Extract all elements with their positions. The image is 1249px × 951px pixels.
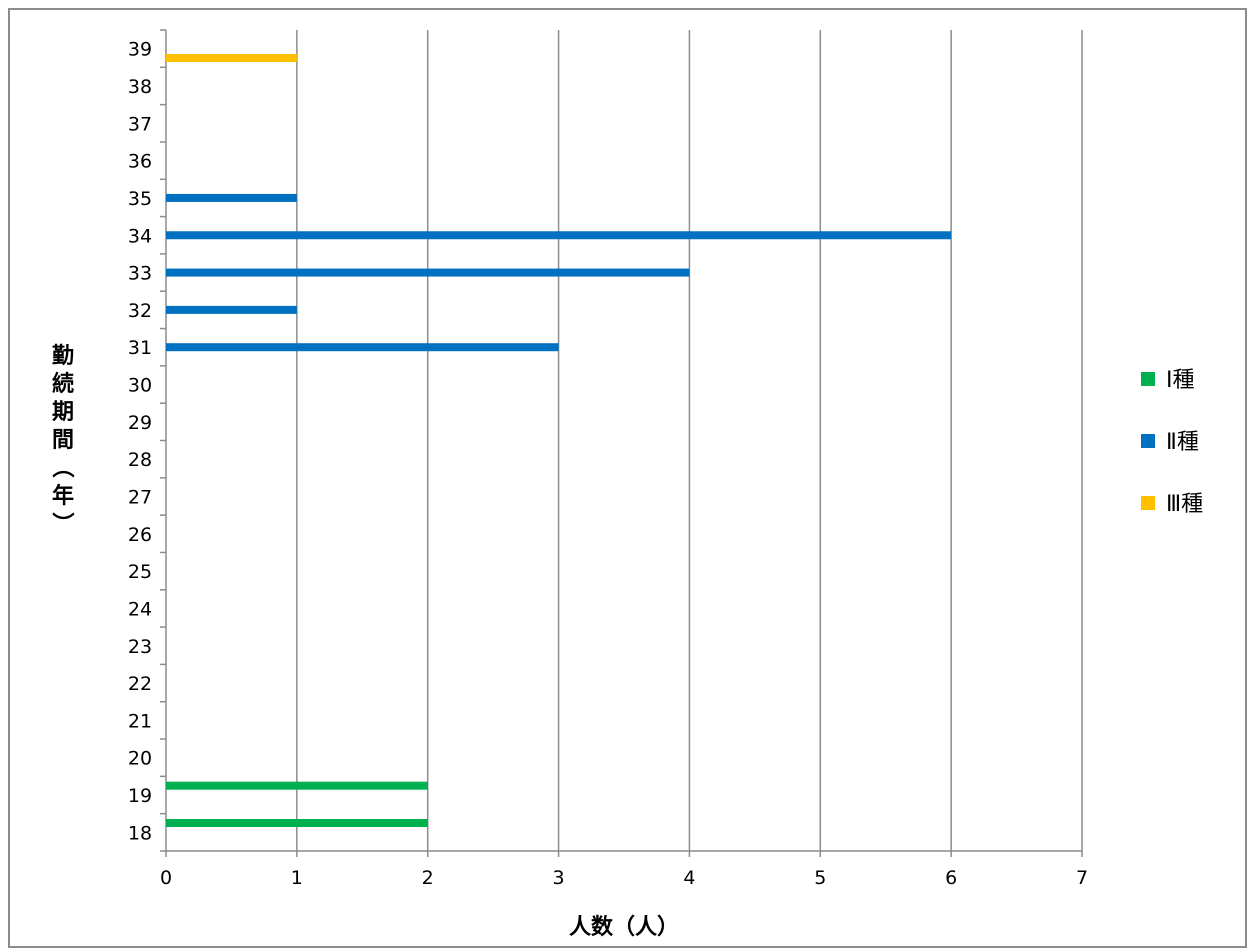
legend-label: Ⅱ種: [1166, 430, 1199, 455]
y-tick-label: 35: [128, 188, 152, 210]
y-tick-label: 34: [128, 225, 152, 247]
y-tick-label: 30: [128, 375, 152, 397]
y-axis-title-char: 期: [52, 400, 74, 425]
y-tick-label: 21: [128, 710, 152, 732]
legend-label: Ⅲ種: [1166, 492, 1203, 517]
y-axis-title-char: ）: [49, 512, 74, 534]
y-tick-label: 26: [128, 524, 152, 546]
y-tick-label: 29: [128, 412, 152, 434]
x-tick-label: 1: [291, 867, 303, 889]
y-axis-title-char: 間: [52, 428, 74, 453]
y-axis-title-char: 年: [52, 483, 74, 509]
y-axis-title-char: 続: [52, 371, 74, 397]
y-tick-label: 28: [128, 449, 152, 471]
bar: [166, 819, 428, 828]
bar: [166, 53, 297, 62]
y-tick-label: 27: [128, 486, 152, 508]
y-tick-label: 36: [128, 151, 152, 173]
y-tick-label: 23: [128, 636, 152, 658]
y-axis-title-char: （: [49, 456, 74, 478]
x-axis-title: 人数（人）: [569, 914, 679, 940]
bar: [166, 781, 428, 790]
legend: Ⅰ種 Ⅱ種 Ⅲ種: [1141, 368, 1203, 517]
bar: [166, 305, 297, 314]
x-tick-label: 7: [1076, 867, 1088, 889]
axes: [160, 29, 1083, 857]
y-tick-label: 39: [128, 39, 152, 61]
y-tick-label: 19: [128, 785, 152, 807]
x-tick-label: 0: [160, 867, 172, 889]
bars: [166, 53, 952, 828]
y-tick-labels: 18 19 20 21 22 23 24 25 26 27 28 29 30 31 32 33 34 35 36 37…: [128, 39, 152, 845]
x-tick-label: 4: [683, 867, 695, 889]
x-tick-label: 6: [945, 867, 957, 889]
x-tick-label: 5: [814, 867, 826, 889]
bar: [166, 193, 297, 202]
y-tick-label: 18: [128, 822, 152, 844]
legend-swatch: [1141, 372, 1155, 386]
gridlines: [296, 30, 1083, 851]
y-tick-label: 25: [128, 561, 152, 583]
bar: [166, 343, 559, 352]
chart-frame: [8, 8, 1247, 948]
y-tick-label: 20: [128, 748, 152, 770]
legend-label: Ⅰ種: [1166, 368, 1195, 393]
x-tick-labels: 0 1 2 3 4 5 6 7: [160, 867, 1088, 889]
bar: [166, 268, 690, 277]
x-tick-label: 2: [422, 867, 434, 889]
legend-swatch: [1141, 496, 1155, 510]
y-tick-label: 22: [128, 673, 152, 695]
y-axis-title-char: 勤: [52, 343, 74, 369]
y-tick-label: 31: [128, 337, 152, 359]
y-tick-label: 38: [128, 76, 152, 98]
y-tick-label: 37: [128, 113, 152, 135]
y-tick-label: 24: [128, 598, 152, 620]
y-tick-label: 33: [128, 263, 152, 285]
x-tick-label: 3: [553, 867, 565, 889]
legend-swatch: [1141, 434, 1155, 448]
y-tick-label: 32: [128, 300, 152, 322]
bar: [166, 231, 952, 240]
